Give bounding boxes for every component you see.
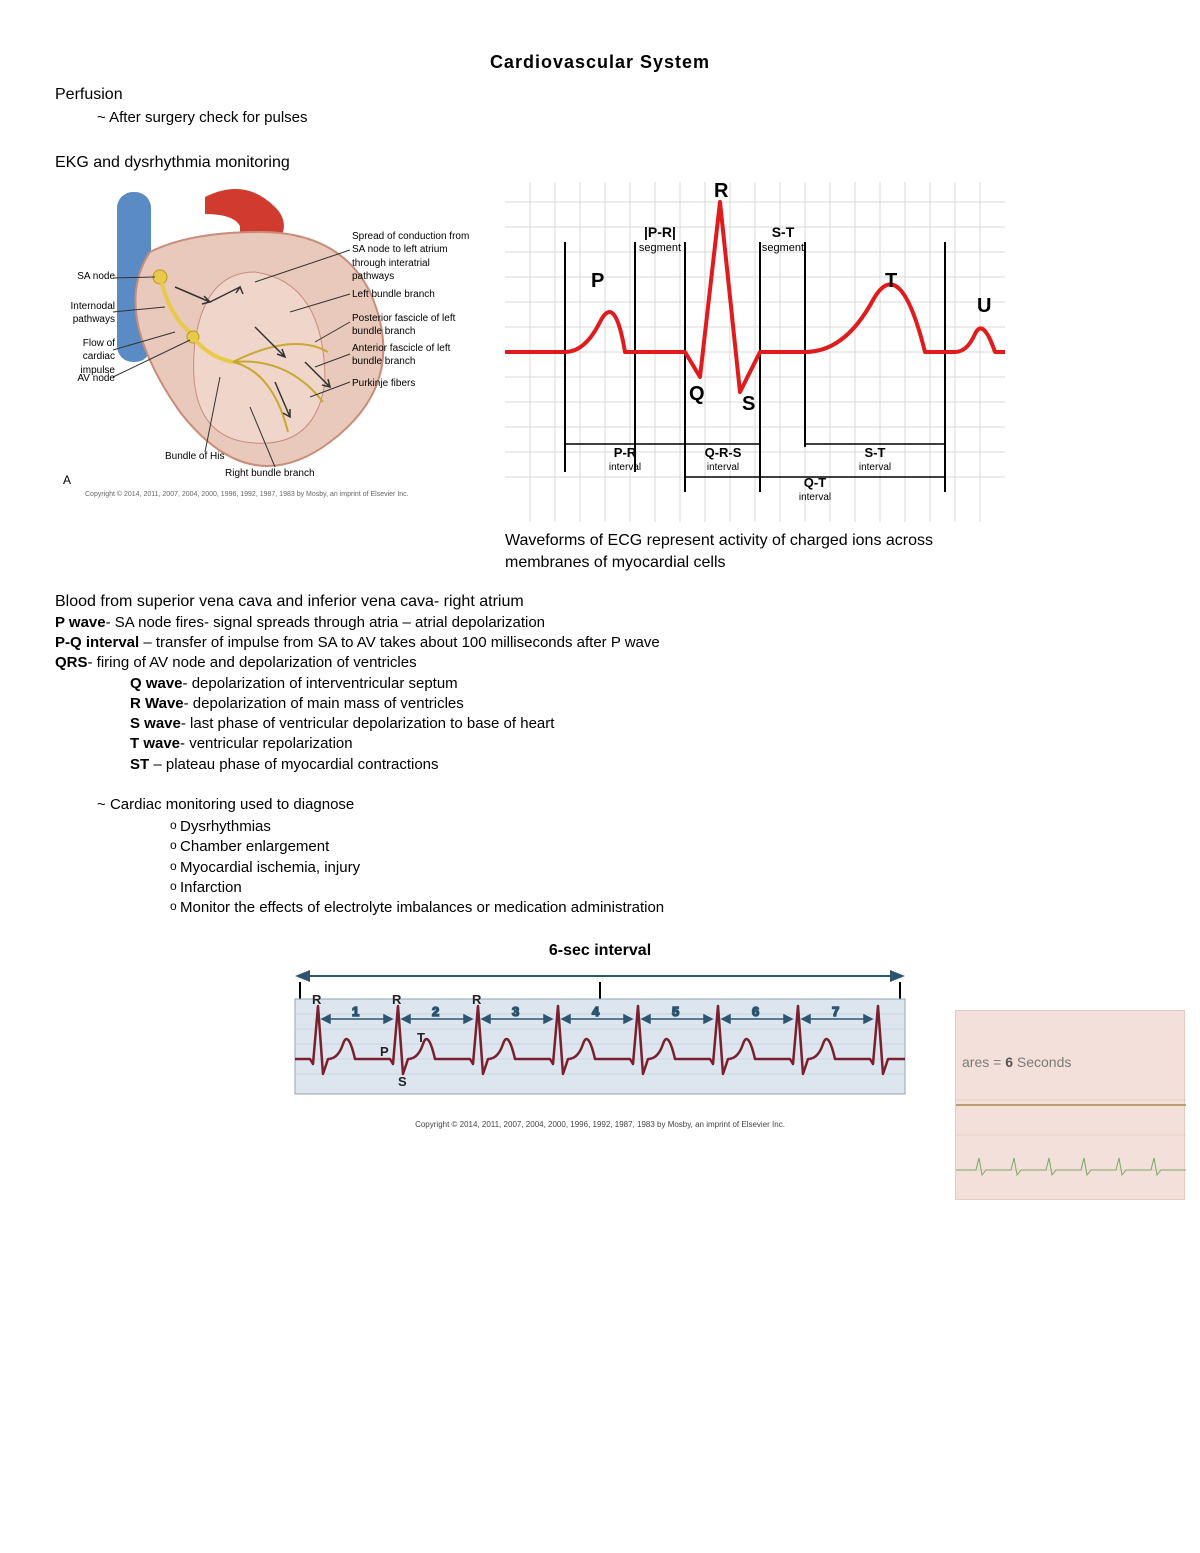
perfusion-item: After surgery check for pulses <box>97 108 1145 128</box>
heart-label: AV node <box>55 372 115 386</box>
diagnose-item: Monitor the effects of electrolyte imbal… <box>170 898 1145 918</box>
heart-label: Anterior fascicle of left bundle branch <box>352 342 474 369</box>
ecg-label-s: S <box>742 393 755 415</box>
diagnose-item: Infarction <box>170 878 1145 898</box>
diagnose-item: Chamber enlargement <box>170 837 1145 857</box>
ecg-label-p: P <box>591 270 604 292</box>
svg-text:4: 4 <box>592 1004 600 1019</box>
ecg-label-r: R <box>714 182 729 202</box>
side-ecg-fragment: ares = 6 Seconds <box>955 1010 1185 1200</box>
ekg-heading: EKG and dysrhythmia monitoring <box>55 152 1145 174</box>
page-title: Cardiovascular System <box>55 50 1145 74</box>
svg-text:S-T: S-T <box>865 445 886 460</box>
svg-text:P-R: P-R <box>614 445 637 460</box>
heart-label: Purkinje fibers <box>352 377 474 391</box>
svg-text:T: T <box>417 1030 425 1045</box>
svg-text:interval: interval <box>707 462 739 473</box>
heart-label: Left bundle branch <box>352 288 474 302</box>
svg-text:segment: segment <box>639 242 681 254</box>
blood-flow-text: Blood from superior vena cava and inferi… <box>55 591 1145 613</box>
ecg-label-u: U <box>977 295 991 317</box>
svg-text:R: R <box>312 992 322 1007</box>
heart-corner: A <box>63 472 71 488</box>
side-bold: 6 <box>1005 1054 1013 1070</box>
wave-subdef: R Wave- depolarization of main mass of v… <box>130 694 1145 714</box>
svg-text:P: P <box>380 1044 389 1059</box>
perfusion-heading: Perfusion <box>55 84 1145 106</box>
wave-def: P wave- SA node fires- signal spreads th… <box>55 613 1145 633</box>
side-text: Seconds <box>1013 1054 1071 1070</box>
svg-text:S-T: S-T <box>772 224 795 240</box>
heart-label: Right bundle branch <box>225 467 315 481</box>
heart-label: Bundle of His <box>165 450 224 464</box>
wave-subdef: T wave- ventricular repolarization <box>130 734 1145 754</box>
svg-text:7: 7 <box>832 1004 839 1019</box>
wave-subdef: Q wave- depolarization of interventricul… <box>130 674 1145 694</box>
diagnose-item: Dysrhythmias <box>170 817 1145 837</box>
svg-text:S: S <box>398 1074 407 1089</box>
diagram-row: SA node Internodal pathways Flow of card… <box>55 182 1145 573</box>
svg-text:6: 6 <box>752 1004 759 1019</box>
svg-text:interval: interval <box>609 462 641 473</box>
heart-diagram: SA node Internodal pathways Flow of card… <box>55 182 475 512</box>
svg-text:|P-R|: |P-R| <box>644 224 676 240</box>
svg-text:1: 1 <box>352 1004 359 1019</box>
ecg-label-q: Q <box>689 383 705 405</box>
svg-text:segment: segment <box>762 242 804 254</box>
strip-interval-label: 6-sec interval <box>55 940 1145 962</box>
svg-text:3: 3 <box>512 1004 519 1019</box>
diagnose-item: Myocardial ischemia, injury <box>170 858 1145 878</box>
wave-def: QRS- firing of AV node and depolarizatio… <box>55 653 1145 673</box>
heart-label: Posterior fascicle of left bundle branch <box>352 312 474 339</box>
wave-def: P-Q interval – transfer of impulse from … <box>55 633 1145 653</box>
ecg-diagram: P R Q S T U |P-R| segment S-T segment P-R i… <box>505 182 1005 573</box>
heart-copyright: Copyright © 2014, 2011, 2007, 2004, 2000… <box>85 490 465 499</box>
ecg-caption: Waveforms of ECG represent activity of c… <box>505 530 1005 573</box>
wave-subdef: S wave- last phase of ventricular depola… <box>130 714 1145 734</box>
svg-text:R: R <box>472 992 482 1007</box>
svg-text:5: 5 <box>672 1004 679 1019</box>
svg-text:Q-R-S: Q-R-S <box>705 445 742 460</box>
heart-label: Spread of conduction from SA node to lef… <box>352 230 474 284</box>
ecg-label-t: T <box>885 270 897 292</box>
rhythm-strip: 6-sec interval R R R P T S <box>55 940 1145 1131</box>
diagnose-heading: Cardiac monitoring used to diagnose <box>97 795 1145 815</box>
svg-text:R: R <box>392 992 402 1007</box>
svg-text:2: 2 <box>432 1004 439 1019</box>
side-text: ares = <box>962 1054 1005 1070</box>
wave-subdef: ST – plateau phase of myocardial contrac… <box>130 755 1145 775</box>
svg-text:interval: interval <box>859 462 891 473</box>
heart-label: SA node <box>55 270 115 284</box>
heart-label: Internodal pathways <box>55 300 115 327</box>
svg-text:interval: interval <box>799 492 831 503</box>
